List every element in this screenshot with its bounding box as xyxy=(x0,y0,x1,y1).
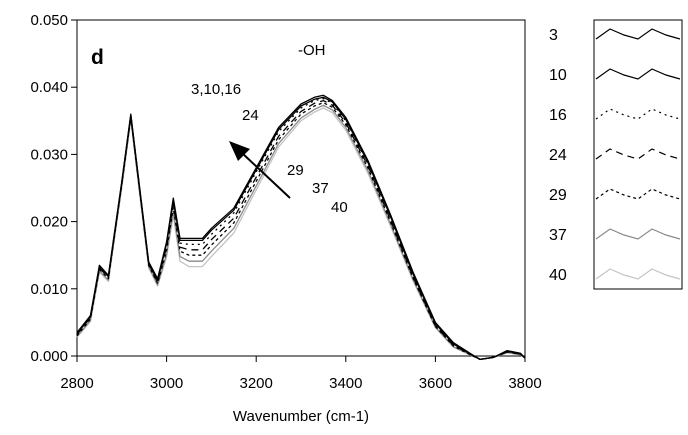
y-tick-label: 0.040 xyxy=(30,79,68,96)
y-tick-label: 0.010 xyxy=(30,281,68,298)
y-tick-label: 0.020 xyxy=(30,214,68,231)
x-axis: 2800 3000 3200 3400 3600 3800 Wavenumber (cm-1… xyxy=(60,356,542,425)
legend-box xyxy=(593,19,683,290)
trend-arrow-icon xyxy=(229,141,291,199)
plot-frame xyxy=(76,19,526,357)
legend-label-40: 40 xyxy=(549,267,567,284)
panel-letter: d xyxy=(91,46,104,69)
legend-label-29: 29 xyxy=(549,187,567,204)
x-tick-label: 2800 xyxy=(60,375,93,392)
annotation-37: 37 xyxy=(312,180,329,197)
annotation-40: 40 xyxy=(331,199,348,216)
y-tick-label: 0.000 xyxy=(30,348,68,365)
annotation-29: 29 xyxy=(287,162,304,179)
legend-swatch-16 xyxy=(595,108,681,120)
legend-swatch-24 xyxy=(595,148,681,160)
x-tick-label: 3200 xyxy=(240,375,273,392)
legend-swatch-37 xyxy=(595,228,681,240)
annotation-3-10-16: 3,10,16 xyxy=(191,81,241,98)
oh-group-label: -OH xyxy=(298,42,326,59)
x-tick-label: 3600 xyxy=(419,375,452,392)
y-tick-label: 0.030 xyxy=(30,146,68,163)
annotation-24: 24 xyxy=(242,107,259,124)
series-layer xyxy=(76,94,526,361)
x-tick-label: 3400 xyxy=(329,375,362,392)
legend-swatch-40 xyxy=(595,268,681,280)
y-axis: 0.000 0.010 0.020 0.030 0.040 0.050 xyxy=(30,12,77,365)
legend-label-16: 16 xyxy=(549,107,567,124)
legend-label-3: 3 xyxy=(549,27,558,44)
legend-label-37: 37 xyxy=(549,227,567,244)
series-line-3 xyxy=(76,94,526,361)
x-tick-label: 3000 xyxy=(150,375,183,392)
x-tick-label: 3800 xyxy=(508,375,541,392)
legend-swatch-3 xyxy=(595,28,681,40)
legend: 3 10 16 24 29 37 40 xyxy=(549,27,681,284)
legend-swatch-29 xyxy=(595,188,681,200)
legend-swatch-10 xyxy=(595,68,681,80)
legend-label-10: 10 xyxy=(549,67,567,84)
x-axis-title: Wavenumber (cm-1) xyxy=(233,408,369,425)
legend-label-24: 24 xyxy=(549,147,567,164)
y-tick-label: 0.050 xyxy=(30,12,68,29)
